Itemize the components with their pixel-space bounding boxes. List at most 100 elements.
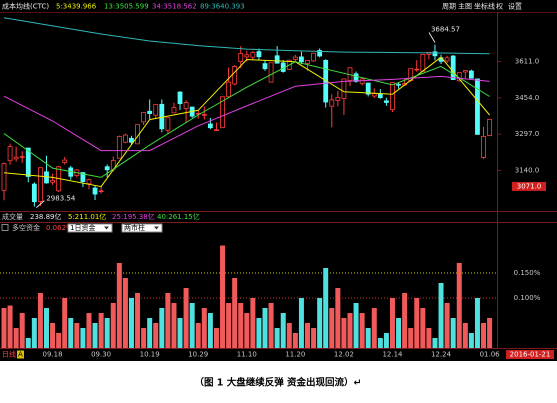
- select[interactable]: [67, 223, 113, 233]
- bar: [353, 303, 359, 348]
- cursor-date: 2016-01-21: [510, 351, 551, 359]
- control[interactable]: 周期: [442, 3, 456, 11]
- bar: [420, 308, 426, 348]
- bar: [74, 323, 80, 348]
- ma-line: [3, 17, 490, 55]
- candle-body: [116, 136, 122, 159]
- candle-body: [207, 123, 213, 129]
- bar: [432, 338, 438, 348]
- dropdown-arrow: [104, 226, 109, 230]
- bar: [456, 263, 462, 348]
- bar: [468, 333, 474, 348]
- bar: [201, 308, 207, 348]
- caption: （图 1 大盘继续反弹 资金出现回流）↵: [195, 377, 362, 389]
- bar: [62, 298, 68, 348]
- candle-body: [31, 183, 37, 203]
- control[interactable]: 权: [496, 2, 503, 11]
- dropdown-arrow: [154, 226, 159, 230]
- control[interactable]: 设置: [508, 2, 522, 11]
- y-tick-label: 0.150%: [514, 269, 541, 277]
- control[interactable]: 主图: [458, 2, 472, 11]
- bar: [86, 313, 92, 348]
- bar: [226, 303, 232, 348]
- candle-body: [305, 59, 310, 65]
- badge-text: A: [18, 351, 23, 359]
- bar: [426, 328, 432, 348]
- candle-body: [371, 93, 377, 97]
- candle-body: [38, 167, 43, 202]
- bar: [371, 308, 377, 348]
- candle-body: [299, 56, 304, 63]
- select[interactable]: [121, 223, 163, 233]
- bar: [177, 318, 183, 348]
- candle-body: [329, 99, 335, 107]
- candle-body: [292, 56, 298, 60]
- legend-entry: 34:3518.562: [152, 3, 197, 11]
- y-tick-label: 3140.0: [515, 166, 540, 174]
- candle-body: [7, 146, 13, 162]
- candle-body: [214, 129, 219, 131]
- ma-line: [3, 75, 490, 152]
- candle-body: [450, 55, 456, 80]
- bar: [292, 333, 298, 348]
- candle-body: [390, 82, 395, 111]
- candle-body: [365, 82, 371, 95]
- candle-body: [432, 51, 438, 57]
- candle-body: [201, 114, 207, 116]
- cursor-price: 3071.0: [517, 182, 542, 190]
- bar: [329, 308, 335, 348]
- candle-body: [104, 166, 110, 171]
- bar: [98, 313, 104, 348]
- bar: [189, 303, 195, 348]
- x-tick-label: 11.10: [237, 351, 257, 359]
- indicator-name: 成本均线(CTC): [2, 2, 49, 11]
- bar: [159, 308, 165, 348]
- x-tick-label: 10.29: [188, 351, 208, 359]
- candle-body: [238, 53, 244, 62]
- candle-body: [183, 102, 189, 109]
- bar: [68, 318, 74, 348]
- bar: [268, 303, 274, 348]
- bar: [56, 333, 62, 348]
- y-tick-label: 0.100%: [514, 294, 541, 302]
- bar: [474, 298, 480, 348]
- candle-body: [335, 96, 341, 102]
- candle-body: [86, 179, 92, 185]
- bar: [153, 323, 159, 348]
- bar: [462, 323, 468, 348]
- legend-entry: 5:3439.966: [56, 3, 97, 11]
- candle-body: [171, 107, 177, 114]
- toggle-box[interactable]: [1, 224, 9, 231]
- bar: [438, 283, 444, 348]
- candle-body: [50, 180, 55, 183]
- bar: [19, 313, 25, 348]
- bar: [341, 318, 347, 348]
- candle-body: [92, 187, 98, 195]
- volume-ma: 40:261.15亿: [157, 212, 200, 221]
- bar: [274, 328, 280, 348]
- control[interactable]: 坐标线: [474, 2, 495, 11]
- candle-body: [62, 159, 68, 163]
- bar: [383, 333, 389, 348]
- volume-title: 成交量: [2, 212, 23, 221]
- bar: [213, 328, 219, 348]
- bar: [13, 328, 19, 348]
- cursor-price-box: [512, 181, 546, 191]
- bar: [1, 308, 7, 348]
- candle-body: [129, 137, 134, 143]
- bar: [311, 328, 317, 348]
- candle-body: [13, 156, 19, 160]
- bar: [408, 328, 414, 348]
- y-tick-label: 3454.0: [515, 94, 540, 102]
- candle-body: [420, 53, 426, 72]
- bar: [116, 263, 122, 348]
- bar: [305, 323, 310, 348]
- candle-body: [317, 50, 323, 57]
- legend-entry: 89:3640.393: [200, 3, 245, 11]
- bar: [317, 298, 323, 348]
- bar: [25, 338, 31, 348]
- bar: [323, 268, 329, 348]
- bar: [92, 323, 98, 348]
- bar: [7, 305, 13, 348]
